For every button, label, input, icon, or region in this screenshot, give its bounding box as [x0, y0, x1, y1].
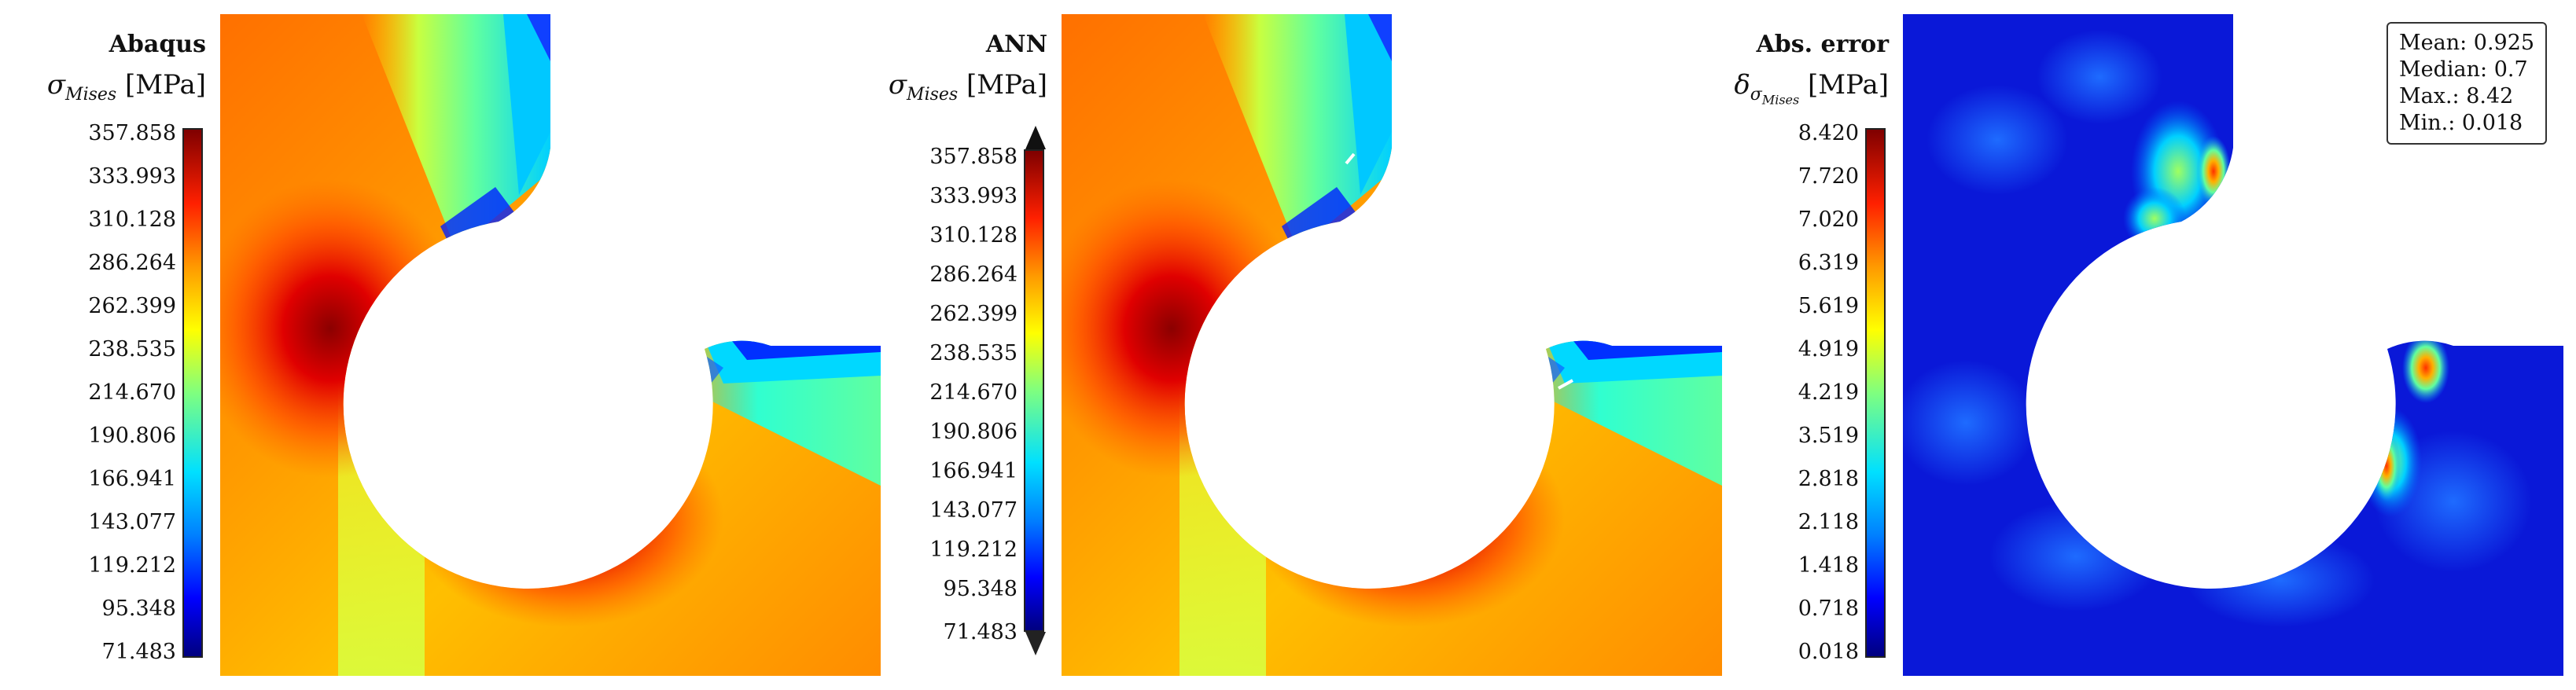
- tick-label: 214.670: [929, 380, 1018, 405]
- tick-label: 310.128: [88, 207, 176, 232]
- tick-label: 214.670: [88, 380, 176, 405]
- panel-abs-error: Abs. error δσMises [MPa] 8.420 7.720 7.0…: [1683, 0, 2576, 690]
- legend-ann: ANN σMises [MPa] 357.858 333.993 310.128…: [841, 0, 1047, 690]
- tick-label: 143.077: [929, 498, 1018, 523]
- quantity-subscript: Mises: [65, 84, 117, 105]
- panel-title: Abs. error: [1756, 31, 1889, 58]
- tick-label: 119.212: [929, 538, 1018, 562]
- panel-title: Abaqus: [109, 31, 206, 58]
- stat-max: Max.: 8.42: [2399, 84, 2514, 108]
- panel-abaqus: Abaqus σMises [MPa] 357.858 333.993 310.…: [0, 0, 881, 690]
- legend-abaqus: Abaqus σMises [MPa] 357.858 333.993 310.…: [0, 0, 206, 690]
- colorbar: [1865, 128, 1886, 658]
- tick-label: 4.219: [1798, 380, 1859, 405]
- tick-label: 166.941: [929, 459, 1018, 483]
- tick-label: 143.077: [88, 510, 176, 534]
- panel-title: ANN: [985, 31, 1047, 58]
- tick-label: 286.264: [929, 262, 1018, 287]
- stat-median: Median: 0.7: [2399, 57, 2528, 82]
- quantity-unit: [MPa]: [966, 69, 1047, 101]
- tick-label: 357.858: [929, 145, 1018, 169]
- tick-label: 0.718: [1798, 596, 1859, 621]
- tick-label: 3.519: [1798, 424, 1859, 448]
- panel-ann: ANN σMises [MPa] 357.858 333.993 310.128…: [841, 0, 1722, 690]
- tick-label: 238.535: [88, 337, 176, 362]
- quantity-unit: [MPa]: [125, 69, 206, 101]
- quantity-subscript: σ: [1750, 84, 1762, 105]
- tick-label: 119.212: [88, 553, 176, 578]
- quantity-subsubscript: Mises: [1761, 92, 1800, 108]
- tick-label: 4.919: [1798, 337, 1859, 362]
- colorbar: [182, 128, 203, 658]
- tick-label: 166.941: [88, 467, 176, 491]
- tick-label: 333.993: [88, 164, 176, 189]
- tick-label: 286.264: [88, 251, 176, 275]
- tick-label: 71.483: [101, 640, 176, 664]
- tick-label: 8.420: [1798, 121, 1859, 145]
- quantity-symbol: σ: [888, 69, 907, 101]
- quantity-label: σMises [MPa]: [47, 69, 206, 111]
- tick-label: 238.535: [929, 341, 1018, 365]
- tick-label: 190.806: [88, 424, 176, 448]
- tick-label: 5.619: [1798, 294, 1859, 318]
- tick-label: 1.418: [1798, 553, 1859, 578]
- tick-label: 7.020: [1798, 207, 1859, 232]
- quantity-subscript: Mises: [907, 84, 959, 105]
- colorbar: [1024, 149, 1044, 632]
- stress-field-abaqus: [220, 14, 881, 676]
- tick-label: 262.399: [88, 294, 176, 318]
- tick-label: 95.348: [943, 577, 1018, 601]
- tick-label: 95.348: [101, 596, 176, 621]
- quantity-label: σMises [MPa]: [889, 69, 1047, 111]
- tick-label: 333.993: [929, 184, 1018, 208]
- quantity-symbol: δ: [1734, 69, 1750, 101]
- quantity-label: δσMises [MPa]: [1734, 69, 1889, 116]
- error-stats-box: Mean: 0.925 Median: 0.7 Max.: 8.42 Min.:…: [2386, 22, 2548, 145]
- tick-label: 0.018: [1798, 640, 1859, 664]
- tick-label: 71.483: [943, 620, 1018, 644]
- colorbar-extend-min: [1025, 632, 1046, 655]
- tick-label: 6.319: [1798, 251, 1859, 275]
- tick-label: 310.128: [929, 223, 1018, 248]
- stat-min: Min.: 0.018: [2399, 111, 2523, 135]
- tick-label: 2.118: [1798, 510, 1859, 534]
- tick-label: 262.399: [929, 302, 1018, 326]
- tick-label: 7.720: [1798, 164, 1859, 189]
- tick-label: 357.858: [88, 121, 176, 145]
- quantity-symbol: σ: [46, 69, 66, 101]
- stress-field-ann: [1062, 14, 1722, 676]
- tick-label: 190.806: [929, 420, 1018, 444]
- tick-label: 2.818: [1798, 467, 1859, 491]
- quantity-unit: [MPa]: [1808, 69, 1889, 101]
- legend-abs-error: Abs. error δσMises [MPa] 8.420 7.720 7.0…: [1683, 0, 1889, 690]
- colorbar-extend-max: [1025, 126, 1046, 149]
- stat-mean: Mean: 0.925: [2399, 31, 2535, 55]
